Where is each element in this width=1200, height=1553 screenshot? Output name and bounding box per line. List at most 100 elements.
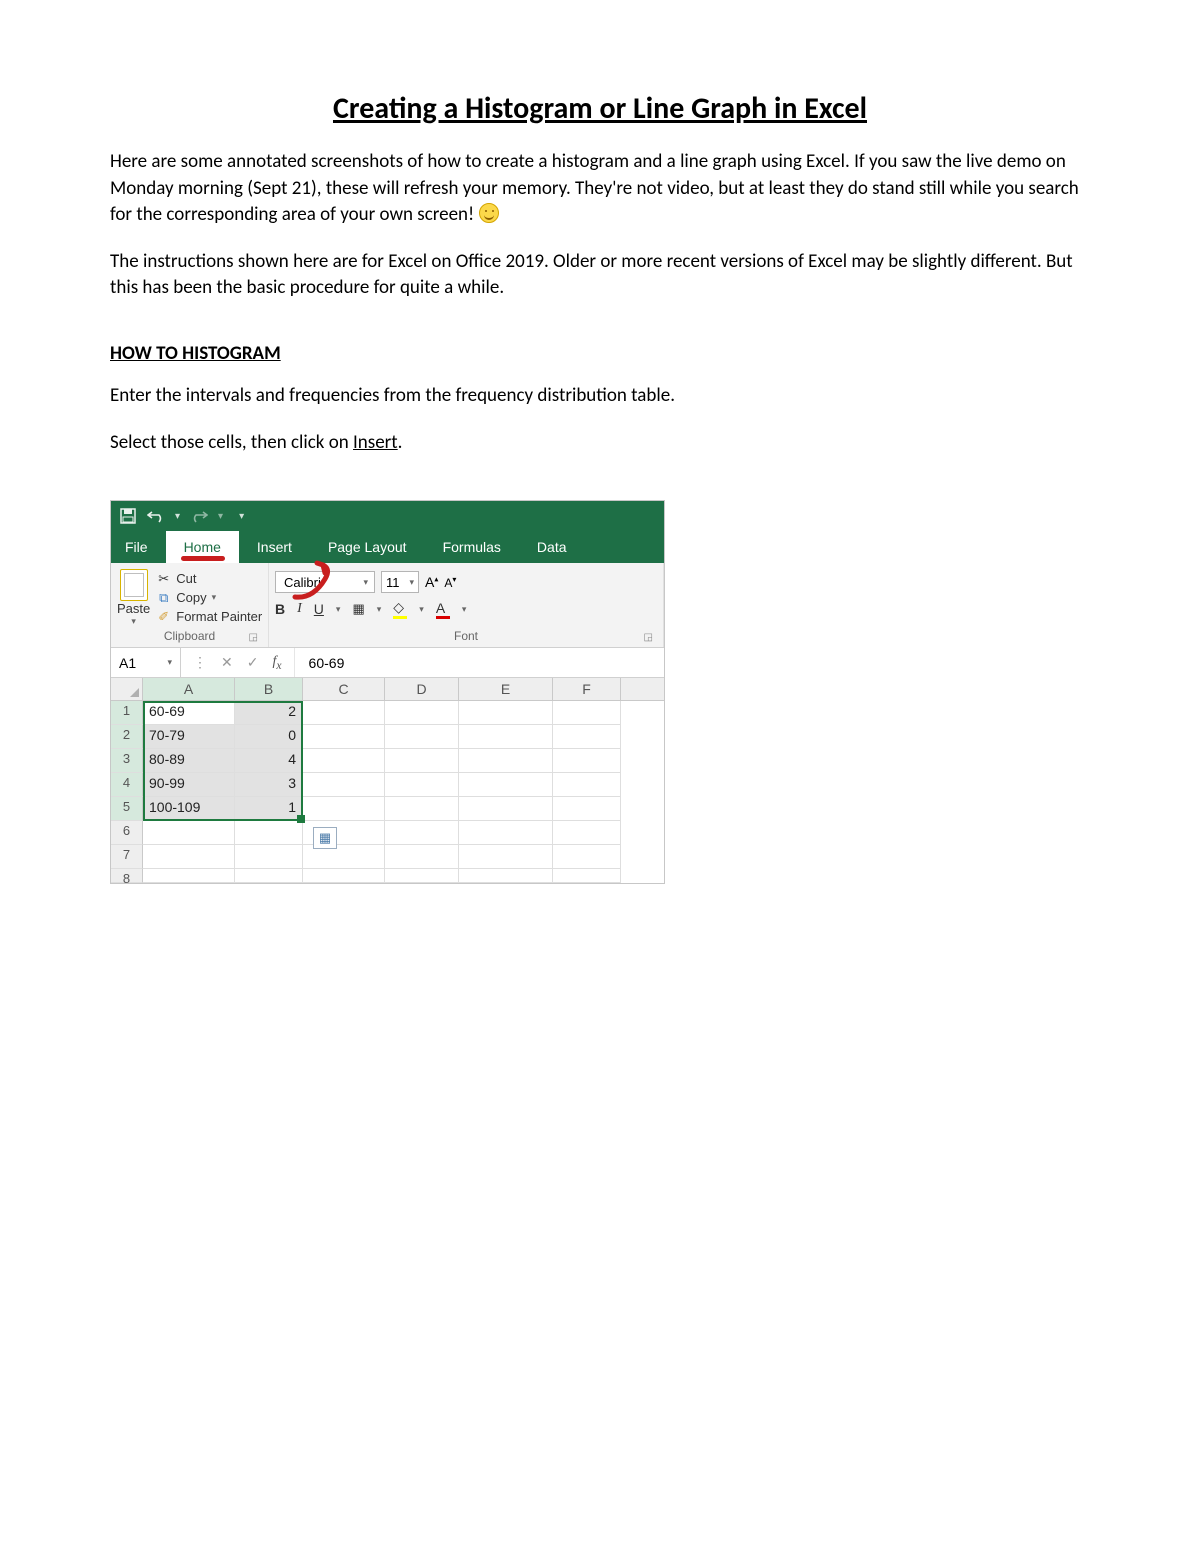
cell[interactable]: 3 <box>235 773 303 797</box>
cell[interactable] <box>553 869 621 883</box>
row-header[interactable]: 1 <box>111 701 143 725</box>
decrease-font-icon[interactable]: A▾ <box>444 575 456 590</box>
cell[interactable] <box>553 845 621 869</box>
font-launcher-icon[interactable]: ◲ <box>644 632 653 643</box>
cell[interactable] <box>459 869 553 883</box>
cell[interactable] <box>385 869 459 883</box>
formula-value[interactable]: 60-69 <box>295 648 359 677</box>
fill-dropdown-icon[interactable]: ▾ <box>419 604 424 615</box>
cell[interactable] <box>459 797 553 821</box>
cell[interactable] <box>235 869 303 883</box>
insert-function-icon[interactable]: fx <box>272 654 281 672</box>
name-box-dropdown-icon[interactable]: ▾ <box>167 657 172 668</box>
undo-dropdown-icon[interactable]: ▾ <box>175 511 180 522</box>
cut-button[interactable]: ✂ Cut <box>156 571 262 586</box>
cell[interactable] <box>459 821 553 845</box>
font-color-dropdown-icon[interactable]: ▾ <box>462 604 467 615</box>
cell[interactable] <box>303 701 385 725</box>
cell[interactable] <box>303 773 385 797</box>
cell[interactable]: 70-79 <box>143 725 235 749</box>
formula-options-icon[interactable]: ⋮ <box>193 654 207 671</box>
cell[interactable] <box>303 797 385 821</box>
cell[interactable]: 1 <box>235 797 303 821</box>
cell[interactable] <box>385 845 459 869</box>
cell[interactable]: 2 <box>235 701 303 725</box>
cell[interactable]: 60-69 <box>143 701 235 725</box>
cell[interactable] <box>385 725 459 749</box>
customize-qat-icon[interactable]: ▾ <box>239 511 244 522</box>
tab-home[interactable]: Home <box>166 531 239 563</box>
col-header-e[interactable]: E <box>459 678 553 700</box>
row-header[interactable]: 4 <box>111 773 143 797</box>
paste-dropdown-icon[interactable]: ▾ <box>131 616 136 627</box>
cell[interactable] <box>385 773 459 797</box>
copy-dropdown-icon[interactable]: ▾ <box>212 592 217 603</box>
font-size-dropdown-icon[interactable]: ▾ <box>409 577 414 588</box>
cell[interactable] <box>459 773 553 797</box>
bold-button[interactable]: B <box>275 601 285 617</box>
underline-button[interactable]: U <box>314 601 324 617</box>
col-header-f[interactable]: F <box>553 678 621 700</box>
row-header[interactable]: 2 <box>111 725 143 749</box>
row-header[interactable]: 3 <box>111 749 143 773</box>
paste-button[interactable]: Paste ▾ <box>117 567 150 627</box>
redo-icon[interactable] <box>190 507 208 525</box>
cell[interactable] <box>553 701 621 725</box>
cell[interactable] <box>459 725 553 749</box>
cell[interactable] <box>553 773 621 797</box>
cell[interactable] <box>553 797 621 821</box>
cell[interactable] <box>385 797 459 821</box>
cell[interactable] <box>385 701 459 725</box>
select-all-corner[interactable] <box>111 678 143 700</box>
tab-insert[interactable]: Insert <box>239 531 310 563</box>
cell[interactable]: 100-109 <box>143 797 235 821</box>
borders-dropdown-icon[interactable]: ▾ <box>377 604 382 615</box>
cell[interactable] <box>553 821 621 845</box>
cell[interactable]: 80-89 <box>143 749 235 773</box>
cell[interactable] <box>553 725 621 749</box>
row-header[interactable]: 8 <box>111 869 143 883</box>
cell[interactable] <box>143 869 235 883</box>
cell[interactable] <box>553 749 621 773</box>
row-header[interactable]: 7 <box>111 845 143 869</box>
cell[interactable]: 4 <box>235 749 303 773</box>
font-name-dropdown-icon[interactable]: ▾ <box>363 577 368 588</box>
col-header-d[interactable]: D <box>385 678 459 700</box>
font-size-select[interactable]: 11 ▾ <box>381 571 419 593</box>
format-painter-button[interactable]: ✐ Format Painter <box>156 609 262 624</box>
cell[interactable] <box>303 749 385 773</box>
fill-color-button[interactable]: ◇ <box>393 599 407 619</box>
cell[interactable]: 0 <box>235 725 303 749</box>
italic-button[interactable]: I <box>297 601 302 617</box>
row-header[interactable]: 5 <box>111 797 143 821</box>
borders-button[interactable]: ▦ <box>352 601 364 617</box>
tab-formulas[interactable]: Formulas <box>425 531 519 563</box>
cell[interactable] <box>459 701 553 725</box>
cell[interactable] <box>459 845 553 869</box>
cell[interactable] <box>385 821 459 845</box>
accept-formula-icon[interactable]: ✓ <box>247 654 259 671</box>
cell[interactable]: 90-99 <box>143 773 235 797</box>
save-icon[interactable] <box>119 507 137 525</box>
row-header[interactable]: 6 <box>111 821 143 845</box>
tab-file[interactable]: File <box>111 531 166 563</box>
font-color-button[interactable]: A <box>436 600 450 619</box>
cell[interactable] <box>385 749 459 773</box>
copy-button[interactable]: ⧉ Copy ▾ <box>156 590 262 605</box>
underline-dropdown-icon[interactable]: ▾ <box>336 604 341 615</box>
cell[interactable] <box>143 845 235 869</box>
cancel-formula-icon[interactable]: ✕ <box>221 654 233 671</box>
col-header-a[interactable]: A <box>143 678 235 700</box>
cell[interactable] <box>459 749 553 773</box>
font-name-select[interactable]: Calibri ▾ <box>275 571 375 593</box>
redo-dropdown-icon[interactable]: ▾ <box>218 511 223 522</box>
cell[interactable] <box>143 821 235 845</box>
tab-data[interactable]: Data <box>519 531 585 563</box>
quick-analysis-button[interactable]: ▦ <box>313 827 337 849</box>
cell[interactable] <box>303 725 385 749</box>
cell[interactable] <box>235 821 303 845</box>
cell[interactable] <box>303 869 385 883</box>
cell[interactable] <box>235 845 303 869</box>
increase-font-icon[interactable]: A▴ <box>425 574 438 590</box>
name-box[interactable]: A1 ▾ <box>111 648 181 677</box>
